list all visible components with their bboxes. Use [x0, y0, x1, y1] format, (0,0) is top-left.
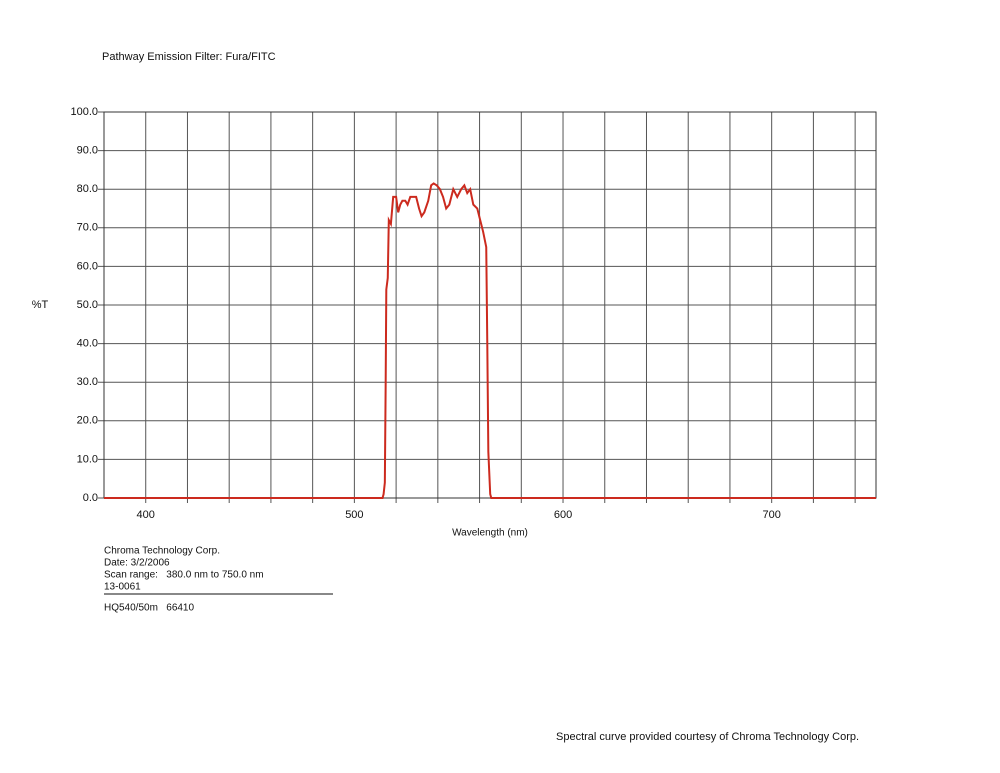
note: Scan range: 380.0 nm to 750.0 nm [104, 570, 264, 581]
note: Date: 3/2/2006 [104, 558, 170, 569]
y-tick-label: 20.0 [77, 415, 98, 427]
y-tick-label: 70.0 [77, 222, 98, 234]
y-tick-label: 0.0 [83, 492, 98, 504]
note: Chroma Technology Corp. [104, 546, 220, 557]
note: HQ540/50m 66410 [104, 603, 194, 614]
footer: Spectral curve provided courtesy of Chro… [556, 731, 859, 743]
y-tick-label: 90.0 [77, 145, 98, 157]
x-axis-label: Wavelength (nm) [452, 528, 528, 539]
y-tick-label: 50.0 [77, 299, 98, 311]
x-tick-label: 500 [345, 509, 363, 521]
y-tick-label: 40.0 [77, 338, 98, 350]
y-tick-label: 60.0 [77, 260, 98, 272]
y-tick-label: 10.0 [77, 453, 98, 465]
y-tick-label: 30.0 [77, 376, 98, 388]
plot-frame [103, 111, 877, 499]
x-tick-label: 400 [137, 509, 155, 521]
note: 13-0061 [104, 582, 141, 593]
y-tick-label: 100.0 [70, 106, 98, 118]
chart-title: Pathway Emission Filter: Fura/FITC [102, 51, 276, 63]
y-tick-label: 80.0 [77, 183, 98, 195]
data-line [104, 182, 876, 499]
x-tick-label: 700 [762, 509, 780, 521]
x-tick-label: 600 [554, 509, 572, 521]
y-axis-label: %T [32, 299, 49, 311]
